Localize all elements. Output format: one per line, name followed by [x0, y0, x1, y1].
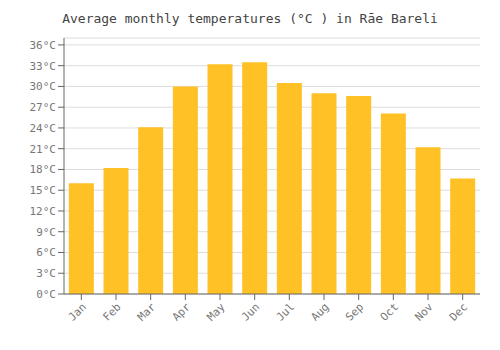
svg-text:Jul: Jul: [274, 300, 297, 323]
svg-text:33°C: 33°C: [30, 60, 57, 73]
svg-text:6°C: 6°C: [36, 246, 56, 259]
svg-text:Mar: Mar: [135, 300, 159, 324]
svg-text:21°C: 21°C: [30, 143, 57, 156]
svg-text:15°C: 15°C: [30, 184, 57, 197]
svg-text:May: May: [204, 300, 228, 324]
svg-text:0°C: 0°C: [36, 288, 56, 301]
svg-text:24°C: 24°C: [30, 122, 57, 135]
svg-text:9°C: 9°C: [36, 226, 56, 239]
svg-text:Sep: Sep: [343, 300, 366, 323]
svg-text:12°C: 12°C: [30, 205, 57, 218]
svg-text:Jun: Jun: [239, 300, 262, 323]
svg-text:27°C: 27°C: [30, 101, 57, 114]
svg-text:Aug: Aug: [308, 300, 331, 323]
svg-text:3°C: 3°C: [36, 267, 56, 280]
svg-text:Oct: Oct: [378, 300, 401, 323]
svg-text:Feb: Feb: [100, 300, 123, 323]
html-text:Average monthly temperatures (: Average monthly temperatures (°C ) in Rā…: [62, 11, 438, 26]
svg-text:18°C: 18°C: [30, 163, 57, 176]
svg-text:Nov: Nov: [412, 300, 436, 324]
svg-text:Dec: Dec: [447, 300, 470, 323]
svg-text:Jan: Jan: [66, 300, 89, 323]
svg-text:30°C: 30°C: [30, 80, 57, 93]
svg-text:36°C: 36°C: [30, 39, 57, 52]
svg-text:Apr: Apr: [170, 300, 194, 324]
